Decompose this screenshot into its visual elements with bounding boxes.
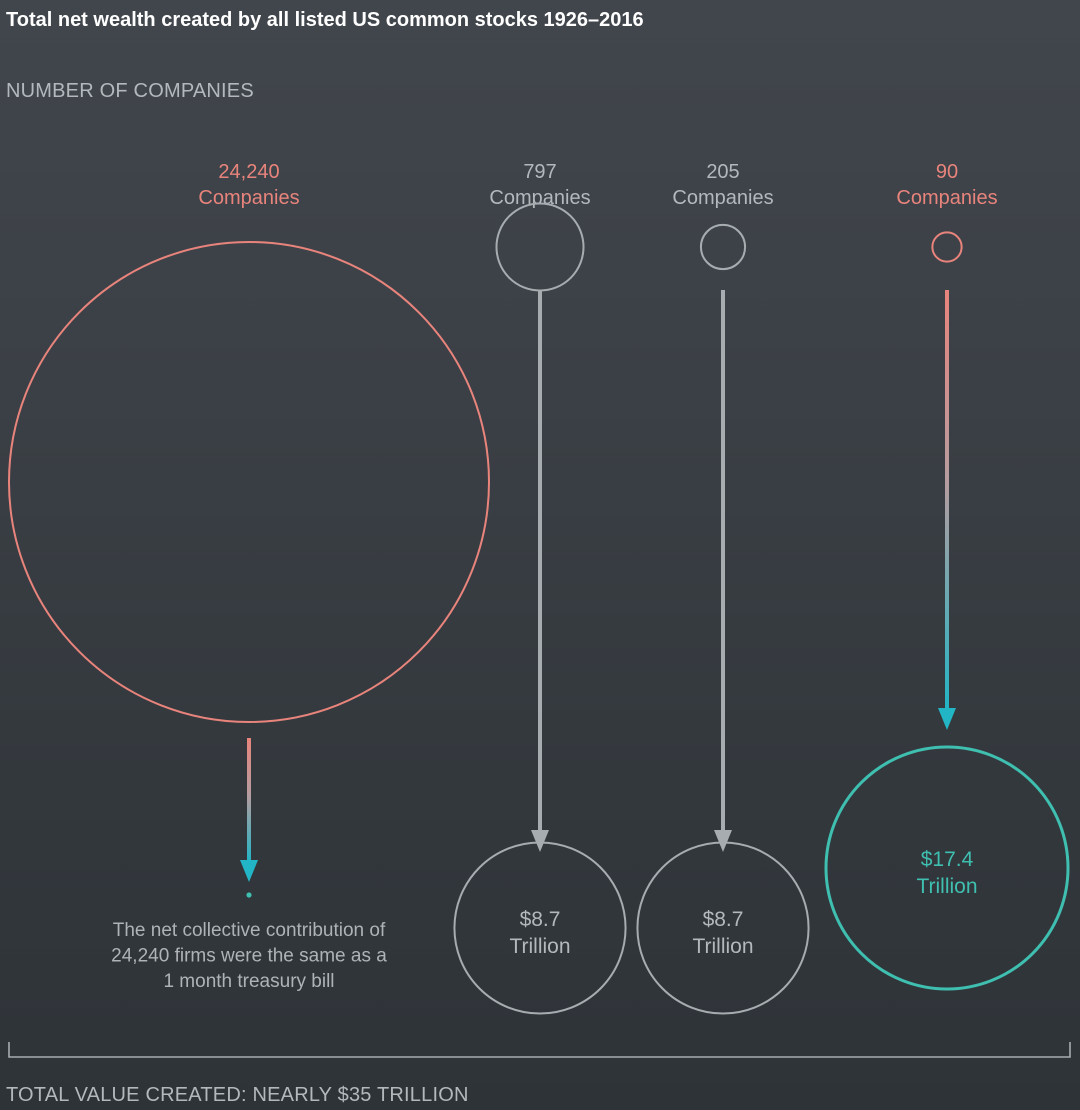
bracket-line [8, 1042, 1071, 1058]
companies-unit-label: Companies [672, 187, 773, 209]
arrow-head [714, 830, 732, 852]
number-of-companies-label: NUMBER OF COMPANIES [6, 80, 254, 102]
value-bubble [824, 745, 1070, 991]
company-group: 797 Companies $8.7 Trillion [453, 161, 627, 1015]
companies-unit-label: Companies [489, 187, 590, 209]
company-bubble [8, 241, 490, 723]
company-bubble [495, 202, 585, 292]
arrow-shaft [945, 290, 949, 710]
value-bubble [453, 841, 627, 1015]
company-count-label: 205 [706, 161, 739, 183]
value-unit-label: Trillion [916, 875, 977, 898]
value-unit-label: Trillion [692, 935, 753, 958]
company-group: 205 Companies $8.7 Trillion [636, 161, 810, 1015]
zero-value-dot [246, 892, 252, 898]
company-group: 90 Companies $17.4 Trillion [824, 161, 1070, 991]
note-line: 1 month treasury bill [163, 971, 334, 992]
note-line: The net collective contribution of [113, 920, 386, 941]
value-amount-label: $8.7 [520, 908, 561, 931]
company-bubble [699, 223, 747, 271]
value-unit-label: Trillion [509, 935, 570, 958]
total-bracket [8, 1042, 1071, 1058]
company-group: 24,240 Companies The net collective contri… [8, 161, 490, 992]
company-count-label: 24,240 [218, 161, 279, 183]
arrow-shaft [538, 290, 542, 832]
chart-title: Total net wealth created by all listed U… [6, 9, 644, 31]
arrow-head [938, 708, 956, 730]
companies-unit-label: Companies [896, 187, 997, 209]
company-groups: 24,240 Companies The net collective contri… [8, 161, 1070, 1015]
arrow-shaft [721, 290, 725, 832]
value-amount-label: $17.4 [921, 848, 974, 871]
company-count-label: 90 [936, 161, 958, 183]
company-bubble [931, 231, 963, 263]
arrow-head [531, 830, 549, 852]
arrow-shaft [247, 738, 251, 862]
arrow-head [240, 860, 258, 882]
value-bubble [636, 841, 810, 1015]
note-line: 24,240 firms were the same as a [111, 946, 387, 967]
company-count-label: 797 [523, 161, 556, 183]
value-amount-label: $8.7 [703, 908, 744, 931]
total-value-label: TOTAL VALUE CREATED: NEARLY $35 TRILLION [6, 1084, 469, 1106]
companies-unit-label: Companies [198, 187, 299, 209]
